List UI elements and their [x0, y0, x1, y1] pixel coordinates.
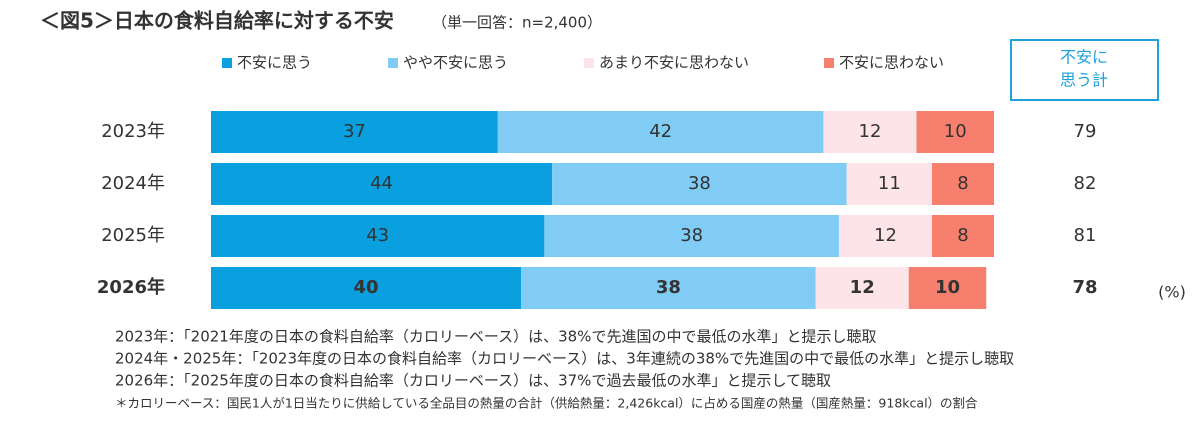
data-label: 8 [957, 225, 968, 246]
total-value: 82 [1074, 173, 1097, 194]
data-label: 40 [354, 277, 379, 298]
bar-segment [211, 111, 498, 153]
note: 2026年：「2025年度の日本の食料自給率（カロリーベース）は、37%で過去最… [115, 372, 831, 390]
totals-header-box [1010, 39, 1159, 101]
bar-segment [544, 215, 839, 257]
bar-segment [815, 267, 909, 309]
data-label: 10 [935, 277, 960, 298]
bar-segment [908, 267, 987, 309]
total-value: 81 [1074, 225, 1097, 246]
totals-header: 不安に [1060, 48, 1108, 67]
data-label: 37 [343, 121, 366, 142]
legend-label: やや不安に思う [403, 54, 508, 72]
bar-segment [552, 163, 847, 205]
unit-label: (%) [1158, 283, 1186, 302]
bar-segment [838, 215, 932, 257]
data-label: 42 [649, 121, 672, 142]
data-label: 38 [656, 277, 681, 298]
data-label: 38 [680, 225, 703, 246]
data-label: 11 [878, 173, 901, 194]
bar-segment [823, 111, 917, 153]
note: 2023年：「2021年度の日本の食料自給率（カロリーベース）は、38%で先進国… [115, 328, 876, 346]
legend-swatch [584, 58, 594, 68]
legend-swatch [222, 58, 232, 68]
data-label: 12 [850, 277, 875, 298]
note: 2024年・2025年：「2023年度の日本の食料自給率（カロリーベース）は、3… [115, 350, 1014, 368]
data-label: 12 [874, 225, 897, 246]
total-value: 79 [1074, 121, 1097, 142]
bar-segment [497, 111, 824, 153]
footnote: ＊カロリーベース：国民1人が1日当たりに供給している全品目の熱量の合計（供給熱量… [115, 396, 978, 411]
data-label: 38 [688, 173, 711, 194]
y-tick-label: 2025年 [101, 225, 165, 246]
y-tick-label: 2024年 [101, 173, 165, 194]
bar-segment [521, 267, 816, 309]
legend-label: 不安に思わない [839, 54, 944, 72]
legend-label: 不安に思う [237, 54, 312, 72]
chart-subtitle: （単一回答：n=2,400） [432, 14, 602, 32]
data-label: 8 [957, 173, 968, 194]
y-tick-label: 2023年 [101, 121, 165, 142]
y-tick-label: 2026年 [97, 276, 165, 298]
bar-segment [931, 215, 994, 257]
bar-segment [211, 163, 553, 205]
bar-segment [211, 267, 522, 309]
legend-label: あまり不安に思わない [599, 54, 749, 72]
bar-segment [916, 111, 994, 153]
totals-header: 思う計 [1060, 71, 1108, 90]
data-label: 43 [366, 225, 389, 246]
data-label: 12 [859, 121, 882, 142]
total-value: 78 [1072, 277, 1097, 298]
bar-segment [846, 163, 932, 205]
chart-title: ＜図5＞日本の食料自給率に対する不安 [40, 9, 394, 33]
legend-swatch [824, 58, 834, 68]
data-label: 44 [370, 173, 393, 194]
bar-segment [931, 163, 994, 205]
legend-swatch [388, 58, 398, 68]
data-label: 10 [944, 121, 967, 142]
bar-segment [211, 215, 545, 257]
